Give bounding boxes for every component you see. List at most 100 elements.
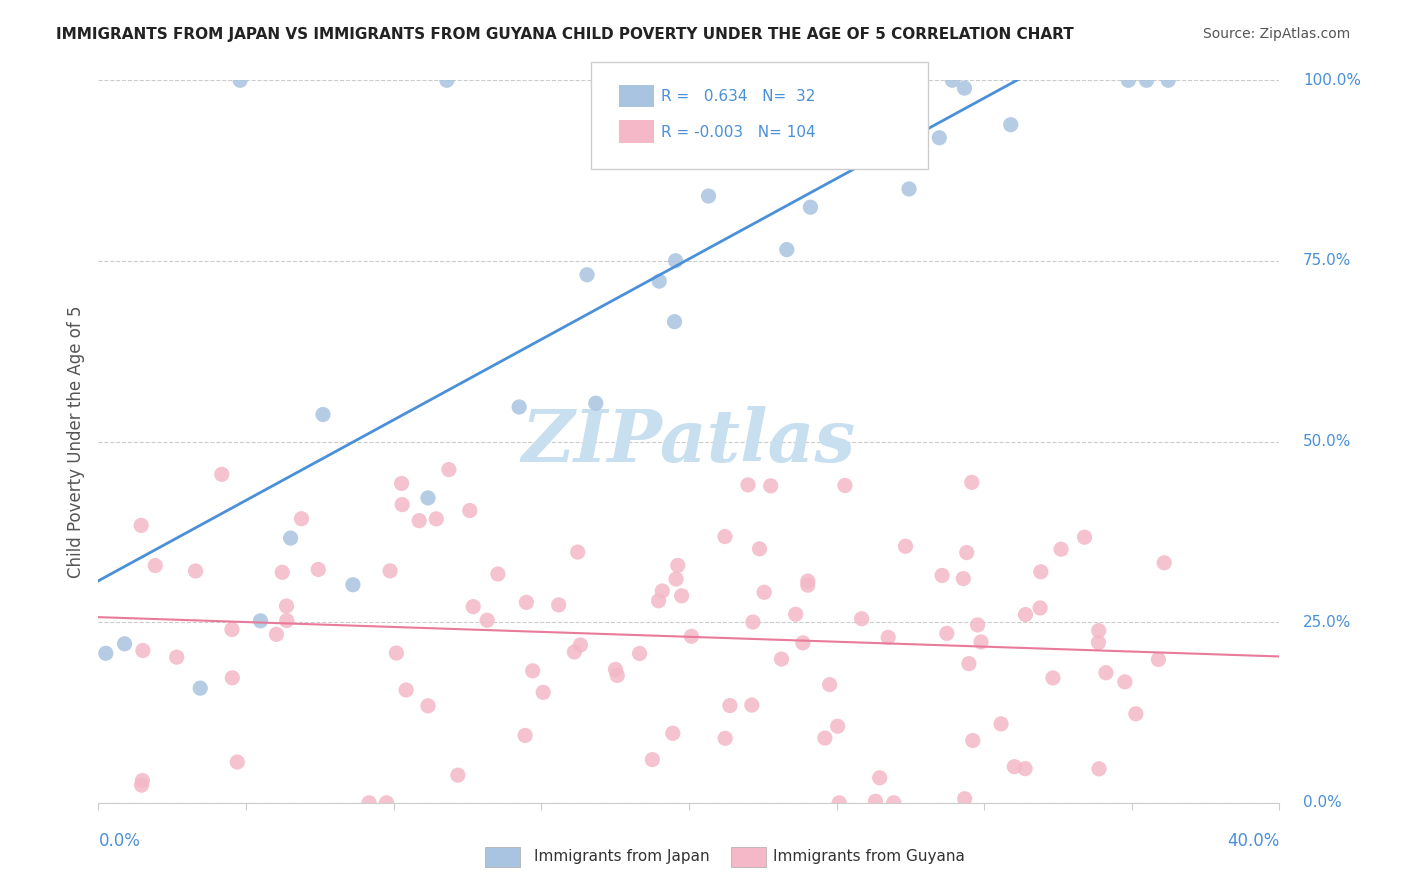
Point	[606, 668, 628, 682]
Point	[799, 200, 821, 214]
Point	[1014, 607, 1036, 622]
Point	[664, 315, 686, 329]
Point	[114, 637, 136, 651]
Point	[1136, 73, 1159, 87]
Point	[94, 646, 117, 660]
Point	[221, 671, 243, 685]
Point	[395, 683, 418, 698]
Point	[952, 572, 974, 586]
Text: ZIPatlas: ZIPatlas	[522, 406, 856, 477]
Text: 100.0%: 100.0%	[1303, 73, 1361, 87]
Point	[797, 574, 820, 588]
Point	[754, 585, 776, 599]
Point	[385, 646, 408, 660]
Point	[960, 475, 983, 490]
Point	[828, 796, 851, 810]
Point	[877, 631, 900, 645]
Point	[266, 627, 288, 641]
Point	[375, 796, 398, 810]
Point	[714, 731, 737, 746]
Point	[941, 73, 963, 87]
Point	[531, 685, 554, 699]
Text: Immigrants from Guyana: Immigrants from Guyana	[773, 849, 965, 863]
Y-axis label: Child Poverty Under the Age of 5: Child Poverty Under the Age of 5	[66, 305, 84, 578]
Point	[818, 73, 841, 87]
Point	[851, 612, 873, 626]
Point	[1088, 762, 1111, 776]
Point	[647, 594, 669, 608]
Point	[785, 607, 807, 622]
Point	[742, 615, 765, 629]
Text: 75.0%: 75.0%	[1303, 253, 1351, 268]
Point	[718, 698, 741, 713]
Point	[129, 518, 152, 533]
Point	[513, 728, 536, 742]
Point	[1157, 73, 1180, 87]
Point	[391, 476, 413, 491]
Point	[1147, 652, 1170, 666]
Point	[567, 545, 589, 559]
Point	[928, 130, 950, 145]
Point	[131, 778, 153, 792]
Point	[957, 657, 980, 671]
Point	[990, 717, 1012, 731]
Point	[782, 94, 804, 108]
Point	[1114, 674, 1136, 689]
Point	[585, 396, 607, 410]
Point	[1095, 665, 1118, 680]
Point	[681, 629, 703, 643]
Text: IMMIGRANTS FROM JAPAN VS IMMIGRANTS FROM GUYANA CHILD POVERTY UNDER THE AGE OF 5: IMMIGRANTS FROM JAPAN VS IMMIGRANTS FROM…	[56, 27, 1074, 42]
Point	[770, 652, 793, 666]
Point	[307, 562, 329, 576]
Point	[1002, 760, 1025, 774]
Point	[697, 189, 720, 203]
Text: R =   0.634   N=  32: R = 0.634 N= 32	[661, 89, 815, 103]
Point	[641, 753, 664, 767]
Point	[1125, 706, 1147, 721]
Point	[628, 647, 651, 661]
Point	[935, 626, 957, 640]
Point	[416, 491, 439, 505]
Point	[458, 503, 481, 517]
Point	[966, 618, 988, 632]
Point	[962, 733, 984, 747]
Point	[166, 650, 188, 665]
Point	[814, 731, 837, 745]
Point	[515, 595, 537, 609]
Point	[651, 584, 673, 599]
Point	[1029, 601, 1052, 615]
Point	[869, 771, 891, 785]
Point	[271, 566, 294, 580]
Point	[391, 498, 413, 512]
Point	[475, 613, 498, 627]
Point	[276, 614, 298, 628]
Point	[547, 598, 569, 612]
Text: Source: ZipAtlas.com: Source: ZipAtlas.com	[1202, 27, 1350, 41]
Point	[569, 638, 592, 652]
Text: 50.0%: 50.0%	[1303, 434, 1351, 449]
Point	[737, 478, 759, 492]
Point	[437, 462, 460, 476]
Point	[894, 539, 917, 553]
Point	[741, 698, 763, 712]
Point	[508, 400, 530, 414]
Point	[953, 81, 976, 95]
Text: 40.0%: 40.0%	[1227, 831, 1279, 850]
Point	[416, 698, 439, 713]
Point	[1073, 530, 1095, 544]
Point	[226, 755, 249, 769]
Point	[956, 545, 979, 559]
Point	[1000, 118, 1022, 132]
Point	[845, 104, 868, 119]
Point	[605, 662, 627, 676]
Point	[425, 512, 447, 526]
Text: Immigrants from Japan: Immigrants from Japan	[534, 849, 710, 863]
Point	[858, 73, 880, 87]
Point	[776, 243, 799, 257]
Point	[1014, 762, 1036, 776]
Point	[648, 274, 671, 288]
Point	[342, 578, 364, 592]
Point	[931, 568, 953, 582]
Point	[447, 768, 470, 782]
Point	[1050, 542, 1073, 557]
